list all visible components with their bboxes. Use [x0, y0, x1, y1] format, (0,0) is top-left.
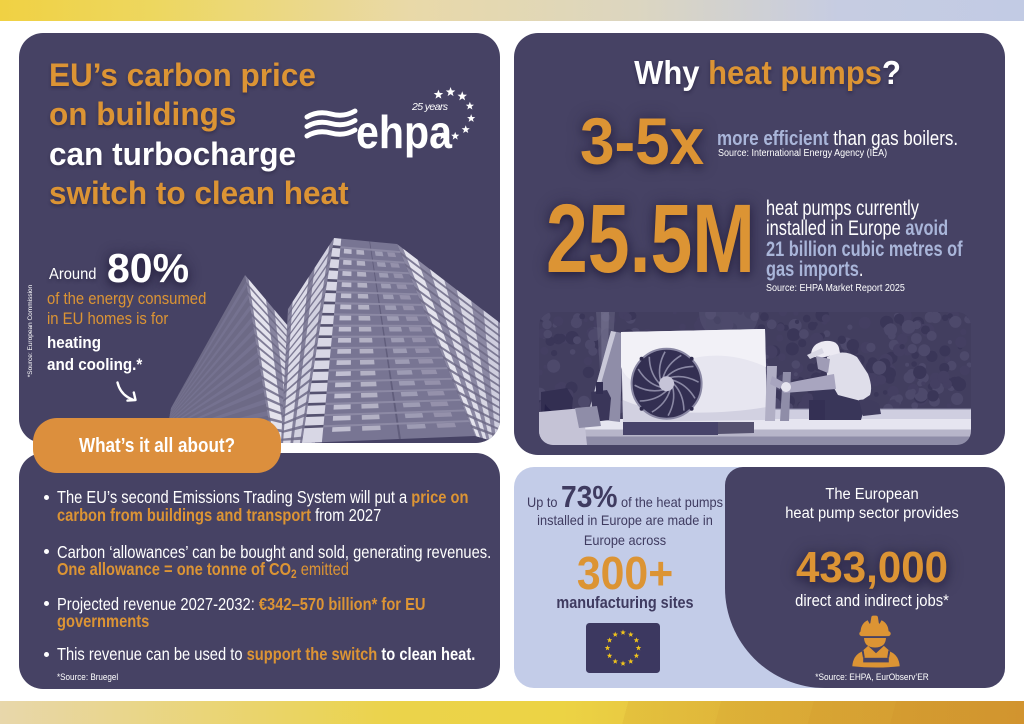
- svg-text:ehpa: ehpa: [356, 106, 452, 158]
- svg-text:25 years: 25 years: [411, 101, 449, 113]
